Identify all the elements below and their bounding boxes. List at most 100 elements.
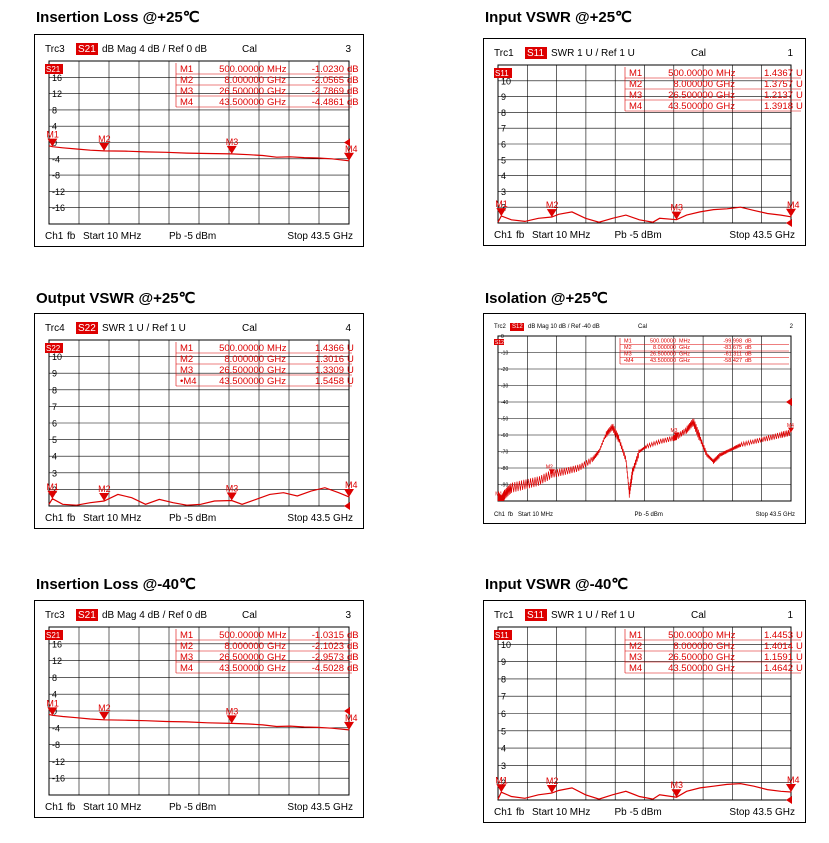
plot-param-label: S21 (46, 631, 61, 640)
marker-table-stimulus: 43.500000 (219, 663, 264, 674)
marker-table-stimulus: 500.00000 (668, 630, 713, 641)
header-format: SWR 1 U / Ref 1 U (551, 48, 635, 59)
footer-power: Pb -5 dBm (169, 231, 216, 242)
marker-table-stimulus-unit: MHz (716, 630, 736, 641)
marker-table-response: 1.4367 (764, 68, 793, 79)
reference-arrow (786, 398, 792, 406)
marker-table-response: 1.2137 (764, 90, 793, 101)
plot-param-badge (494, 630, 512, 640)
y-tick-label: 7 (52, 402, 57, 412)
y-tick-label: 12 (52, 89, 62, 99)
title-output-vswr-25: Output VSWR @+25℃ (36, 290, 196, 307)
marker-table-response: -58.427 (723, 358, 742, 364)
chart-svg: Trc1 S11 SWR 1 U / Ref 1 U Cal 1 10 9 8 7 6 5 4 3 2 S1… (494, 609, 803, 818)
marker-table-stimulus-unit: GHz (267, 652, 286, 663)
marker-table-stimulus-unit: GHz (267, 641, 286, 652)
marker-table-stimulus-unit: GHz (267, 354, 286, 365)
marker-table-response-unit: U (796, 68, 803, 79)
marker-table-response-unit: U (796, 79, 803, 90)
footer-fb: fb (516, 230, 525, 241)
marker-table-stimulus: 8.000000 (653, 345, 676, 351)
marker-table-stimulus: 26.500000 (219, 652, 264, 663)
marker-table-stimulus-unit: GHz (267, 376, 286, 387)
plot-param-label: S21 (46, 65, 61, 74)
marker-triangle (788, 427, 794, 433)
y-tick-label: 4 (501, 171, 506, 181)
marker-table-response-unit: dB (347, 641, 359, 652)
marker-table-response-unit: U (796, 101, 803, 112)
marker-triangle (226, 145, 237, 154)
trace-line (48, 713, 350, 731)
header-param: S11 (527, 48, 544, 59)
y-tick-label: -50 (501, 417, 508, 423)
marker-label: M3 (226, 137, 239, 147)
footer-start: Start 10 MHz (532, 230, 590, 241)
footer-channel: Ch1 (494, 230, 513, 241)
plot-param-label: S11 (495, 69, 509, 78)
y-tick-label: 8 (52, 673, 57, 683)
marker-triangle (546, 209, 557, 218)
marker-label: M3 (226, 484, 239, 494)
marker-table-stimulus-unit: GHz (679, 345, 690, 351)
header-cal: Cal (691, 610, 706, 621)
title-insertion-loss-25: Insertion Loss @+25℃ (36, 9, 200, 26)
footer-stop: Stop 43.5 GHz (729, 230, 795, 241)
y-tick-label: 9 (501, 657, 506, 667)
marker-table-response-unit: U (347, 354, 354, 365)
marker-table-response: -83.675 (723, 345, 742, 351)
header-param: S12 (512, 324, 523, 330)
marker-table-response: -99.998 (723, 339, 742, 345)
marker-table-label: M2 (180, 75, 193, 86)
marker-table-stimulus-unit: MHz (716, 68, 736, 79)
marker-triangle (546, 785, 557, 794)
marker-triangle (496, 784, 507, 793)
marker-table-stimulus: 43.500000 (219, 376, 264, 387)
chart-svg: Trc4 S22 SWR 1 U / Ref 1 U Cal 4 10 9 8 7 6 5 4 3 2 S2… (45, 322, 358, 524)
marker-table-label: M2 (629, 641, 642, 652)
y-tick-label: -80 (501, 466, 508, 472)
marker-table-label: M3 (624, 352, 632, 358)
plot-param-label: S22 (46, 344, 61, 353)
footer-stop: Stop 43.5 GHz (729, 807, 795, 818)
footer-fb: fb (67, 513, 76, 524)
plot-param-badge (45, 343, 63, 353)
y-tick-label: -4 (52, 723, 60, 733)
footer-stop: Stop 43.5 GHz (287, 802, 353, 813)
marker-table-response: 1.3918 (764, 101, 793, 112)
marker-label: M2 (98, 484, 111, 494)
marker-table-stimulus: 43.500000 (650, 358, 676, 364)
title-input-vswr-25: Input VSWR @+25℃ (485, 9, 632, 26)
footer-stop: Stop 43.5 GHz (287, 513, 353, 524)
y-tick-label: 7 (501, 692, 506, 702)
footer-power: Pb -5 dBm (169, 802, 216, 813)
marker-table-label: M1 (629, 630, 642, 641)
footer-channel: Ch1 (494, 807, 513, 818)
marker-table-label: M4 (629, 663, 642, 674)
header-trace-label: Trc2 (494, 324, 506, 330)
y-tick-label: -8 (52, 171, 60, 181)
reference-arrow (344, 502, 350, 510)
marker-table-response-unit: dB (347, 630, 359, 641)
marker-table-response: 1.3757 (764, 79, 793, 90)
footer-start: Start 10 MHz (532, 807, 590, 818)
footer-power: Pb -5 dBm (635, 512, 663, 518)
y-tick-label: 9 (52, 369, 57, 379)
marker-label: M3 (670, 428, 677, 434)
marker-table-label: M2 (180, 641, 193, 652)
footer-fb: fb (516, 807, 525, 818)
marker-triangle (496, 208, 507, 217)
header-cal: Cal (638, 324, 647, 330)
marker-table-response: -61.311 (724, 352, 742, 358)
y-tick-label: 10 (52, 352, 62, 362)
marker-label: M4 (345, 480, 358, 490)
marker-table-response: -4.4861 (312, 97, 344, 108)
header-trace-label: Trc1 (494, 48, 514, 59)
plot-param-badge (494, 68, 512, 78)
marker-table-stimulus-unit: GHz (716, 663, 735, 674)
marker-table-stimulus-unit: GHz (679, 358, 690, 364)
y-tick-label: 2 (501, 203, 506, 213)
footer-power: Pb -5 dBm (615, 807, 662, 818)
marker-table-response: 1.5458 (315, 376, 344, 387)
header-format: SWR 1 U / Ref 1 U (551, 610, 635, 621)
